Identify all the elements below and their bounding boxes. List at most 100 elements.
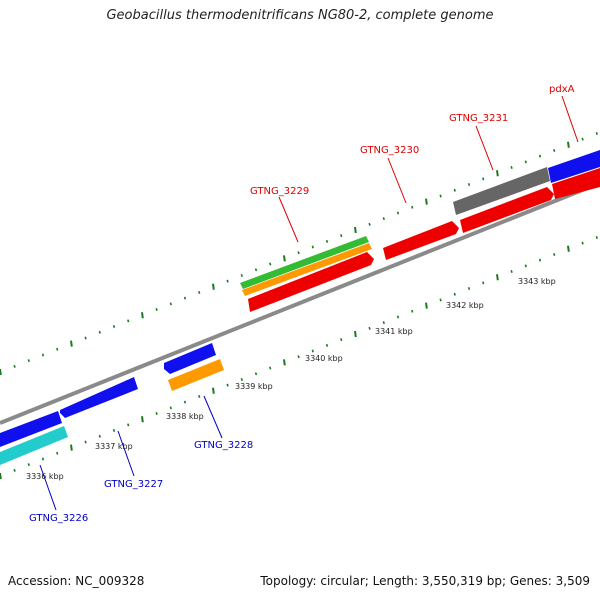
lower-tick (439, 298, 442, 302)
leader-pdxa (561, 95, 579, 143)
lower-tick (297, 355, 300, 359)
upper-tick (70, 340, 73, 347)
upper-tick (396, 211, 400, 215)
leader-gtng-3231 (475, 125, 494, 171)
upper-tick (254, 268, 258, 272)
lower-tick (127, 423, 130, 427)
upper-tick (98, 330, 101, 334)
lower-tick (155, 412, 158, 416)
gene-gtng-3228-blue[interactable] (164, 343, 216, 374)
kbp-label-3343: 3343 kbp (518, 277, 556, 286)
upper-tick (581, 137, 584, 141)
label-gtng-3229: GTNG_3229 (250, 186, 309, 197)
upper-tick-row (0, 131, 598, 376)
gene-gtng-3229-green[interactable] (240, 236, 369, 289)
upper-tick (297, 251, 300, 255)
upper-tick (553, 148, 556, 152)
kbp-label-3341: 3341 kbp (375, 327, 413, 336)
gene-gtng-3228[interactable] (168, 359, 224, 391)
upper-tick (411, 205, 414, 209)
lower-tick (169, 406, 172, 410)
upper-tick (240, 273, 243, 277)
lower-tick (98, 434, 101, 438)
label-gtng-3228: GTNG_3228 (194, 440, 253, 451)
leader-gtng-3227 (117, 430, 135, 477)
upper-tick (496, 170, 499, 177)
kbp-label-3336: 3336 kbp (26, 472, 64, 481)
lower-tick (70, 444, 73, 451)
lower-tick (325, 343, 329, 347)
upper-tick (311, 245, 314, 249)
gene-gtng-3229[interactable] (248, 252, 374, 312)
lower-tick (13, 468, 16, 472)
lower-tick (510, 270, 513, 274)
lower-tick-row (0, 235, 598, 480)
leader-gtng-3226 (39, 464, 57, 511)
lower-tick (84, 440, 87, 444)
kbp-label-3340: 3340 kbp (305, 354, 343, 363)
gene-gtng-3230[interactable] (383, 221, 459, 260)
lower-tick (553, 252, 556, 256)
upper-tick (13, 364, 16, 368)
upper-tick (354, 226, 357, 234)
label-leaders (39, 95, 579, 511)
gene-gtng-3227[interactable] (60, 377, 138, 418)
upper-tick (112, 325, 116, 329)
gene-gtng-3226[interactable] (0, 426, 68, 465)
upper-tick (538, 154, 542, 158)
upper-tick (595, 131, 598, 135)
lower-tick (482, 281, 485, 285)
upper-tick (368, 222, 371, 226)
gene-pdxa[interactable] (552, 168, 600, 199)
lower-tick (269, 366, 272, 370)
lower-tick (467, 287, 471, 291)
lower-tick (283, 359, 286, 366)
forward-genes (240, 150, 600, 312)
accession-text: Accession: NC_009328 (8, 574, 145, 588)
lower-tick (311, 349, 314, 353)
kbp-label-3339: 3339 kbp (235, 382, 273, 391)
upper-tick (127, 319, 130, 323)
reverse-genes (0, 343, 224, 465)
gene-gtng-3226-blue[interactable] (0, 411, 62, 447)
label-gtng-3231: GTNG_3231 (449, 113, 508, 124)
lower-tick (538, 258, 542, 262)
upper-tick (453, 188, 456, 192)
gene-gtng-3231[interactable] (460, 187, 554, 233)
genome-summary-text: Topology: circular; Length: 3,550,319 bp… (260, 574, 590, 588)
gene-pdxa-blue[interactable] (548, 150, 600, 183)
upper-tick (482, 177, 485, 181)
kbp-label-3337: 3337 kbp (95, 442, 133, 451)
leader-gtng-3230 (387, 157, 407, 204)
upper-tick (226, 279, 229, 283)
gene-gtng-3231-grey[interactable] (453, 167, 550, 215)
upper-tick (283, 255, 286, 262)
lower-tick (0, 472, 2, 480)
upper-tick (41, 353, 45, 357)
upper-tick (56, 347, 59, 351)
lower-tick (567, 245, 570, 252)
label-gtng-3230: GTNG_3230 (360, 145, 419, 156)
upper-tick (567, 141, 570, 148)
lower-tick (524, 264, 527, 268)
lower-tick (581, 241, 584, 245)
lower-tick (27, 463, 30, 467)
lower-tick (212, 387, 215, 394)
upper-tick (269, 262, 272, 266)
upper-tick (198, 290, 201, 294)
upper-tick (84, 336, 87, 340)
lower-tick (141, 416, 144, 423)
gene-gtng-3229-orange[interactable] (242, 243, 372, 296)
upper-tick (27, 359, 30, 363)
lower-tick (396, 315, 400, 319)
lower-tick (240, 377, 243, 381)
lower-tick (368, 326, 371, 330)
upper-tick (439, 194, 442, 198)
lower-tick (56, 451, 59, 455)
lower-tick (112, 429, 116, 433)
upper-tick (0, 368, 2, 376)
lower-tick (411, 309, 414, 313)
lower-tick (453, 292, 456, 296)
genome-backbone (0, 181, 600, 425)
